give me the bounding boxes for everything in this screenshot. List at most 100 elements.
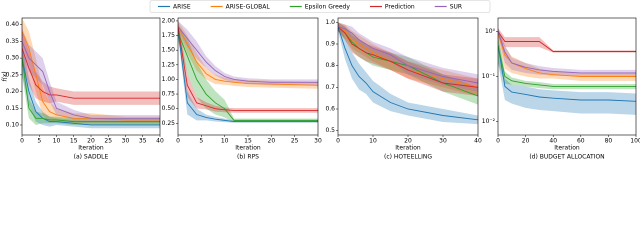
y-tick-label: 0.50 [162,105,176,112]
y-tick-label: 0.75 [162,91,176,98]
error-band [498,35,636,115]
x-axis-label: Iteration [395,145,421,152]
x-tick-label: 0 [496,138,500,145]
y-tick-label: 1.75 [162,32,176,39]
plot-area [178,20,318,123]
error-band [498,27,636,77]
y-tick-label: 0.5 [325,127,335,134]
x-tick-label: 0 [176,138,180,145]
y-tick-label: 10⁻² [482,118,496,125]
y-tick-label: 0.25 [162,120,176,127]
x-tick-label: 20 [404,138,412,145]
error-band [178,20,318,86]
x-tick-label: 25 [291,138,299,145]
series-line [498,31,636,52]
series-line [22,41,160,119]
error-band [498,35,636,90]
y-tick-label: 0.40 [6,21,20,28]
x-tick-label: 15 [244,138,252,145]
series-line [498,31,636,74]
series-line [338,26,478,121]
legend-label: Prediction [385,3,415,10]
x-tick-label: 40 [549,138,557,145]
y-tick-label: 1.00 [162,76,176,83]
y-tick-label: 2.00 [162,17,176,24]
series-line [178,26,318,83]
error-band [338,22,478,92]
series-line [22,47,160,99]
x-tick-label: 40 [156,138,164,145]
series-line [22,58,160,123]
error-band [22,31,160,105]
series-line [498,44,636,87]
y-tick-label: 1.0 [325,19,335,26]
series-line [498,33,636,77]
error-band [178,23,318,123]
x-tick-label: 10 [221,138,229,145]
y-tick-label: 1.50 [162,47,176,54]
y-tick-label: 0.8 [325,62,335,69]
legend-label: SUR [450,3,462,10]
x-tick-label: 25 [104,138,112,145]
x-tick-label: 5 [199,138,203,145]
x-tick-label: 80 [605,138,613,145]
x-tick-label: 10 [53,138,61,145]
error-band [338,22,478,96]
series-line [178,26,318,111]
subplot-title: (c) HOTEELLING [384,154,432,161]
y-axis-label: f(x) [2,71,9,81]
x-tick-label: 35 [139,138,147,145]
x-tick-label: 60 [577,138,585,145]
y-tick-label: 10⁻¹ [482,73,496,80]
y-tick-label: 0.6 [325,106,335,113]
y-tick-label: 0.7 [325,84,335,91]
error-band [338,22,478,125]
x-axis-label: Iteration [235,145,261,152]
subplot-title: (d) BUDGET ALLOCATION [529,154,604,161]
error-band [338,22,478,96]
series-line [338,26,478,84]
series-line [22,58,160,126]
x-tick-label: 20 [522,138,530,145]
plot-area [338,22,478,125]
x-tick-label: 10 [369,138,377,145]
y-tick-label: 10⁰ [485,28,496,35]
error-band [178,23,318,123]
error-band [338,22,478,105]
x-tick-label: 15 [70,138,78,145]
y-tick-label: 0.20 [6,88,20,95]
x-tick-label: 5 [37,138,41,145]
figure: 0 5 10 15 20 25 30 35 40 0.10 0.15 0.20 0.25 0.30 0.35… [2,0,640,161]
error-band [498,27,636,81]
legend-label: ARISE [173,3,191,10]
series-line [338,26,478,97]
series-line [178,32,318,121]
x-tick-label: 40 [474,138,482,145]
x-tick-label: 100 [630,138,640,145]
x-axis-label: Iteration [554,145,580,152]
x-tick-label: 30 [314,138,322,145]
subplot-title: (a) SADDLE [74,154,109,161]
y-tick-label: 0.15 [6,105,20,112]
legend-label: ARISE-GLOBAL [226,3,271,10]
y-tick-label: 0.30 [6,55,20,62]
y-tick-label: 0.10 [6,121,20,128]
x-tick-label: 30 [439,138,447,145]
x-tick-label: 30 [122,138,130,145]
y-tick-label: 0.9 [325,41,335,48]
series-line [498,44,636,102]
y-tick-label: 0.25 [6,71,20,78]
legend-box [149,0,491,13]
x-tick-label: 20 [87,138,95,145]
series-line [178,26,318,86]
x-tick-label: 0 [20,138,24,145]
series-line [338,26,478,88]
subplot-title: (b) RPS [237,154,259,161]
x-tick-label: 0 [336,138,340,145]
y-tick-label: 0.35 [6,38,20,45]
x-axis-label: Iteration [78,145,104,152]
error-band [498,27,636,53]
error-band [22,41,160,125]
y-tick-label: 1.25 [162,61,176,68]
plot-area [498,27,636,115]
